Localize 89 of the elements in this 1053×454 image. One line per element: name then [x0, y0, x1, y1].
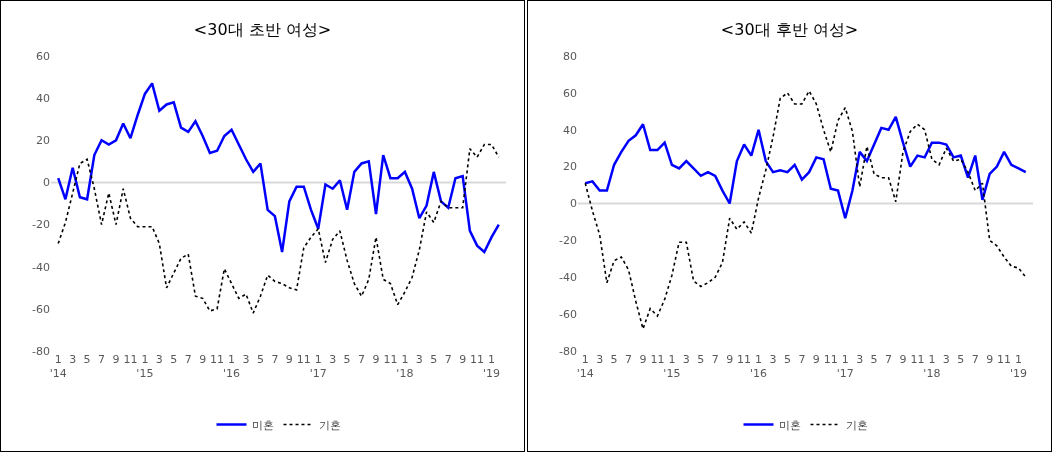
x-tick-label: 11: [737, 353, 752, 366]
x-tick-label: 1 '19: [1010, 353, 1028, 381]
y-tick-label: -60: [559, 307, 577, 321]
chart-title: <30대 후반 여성>: [720, 19, 859, 39]
x-tick-label: 7: [971, 353, 979, 366]
x-tick-label: 11: [470, 353, 485, 366]
x-tick-label: 3: [682, 353, 690, 366]
x-tick-label: 7: [271, 353, 279, 366]
x-tick-label: 11: [296, 353, 311, 366]
x-tick-label: 7: [444, 353, 452, 366]
y-tick-label: -80: [559, 344, 577, 358]
x-tick-label: 7: [798, 353, 806, 366]
x-tick-label: 9: [812, 353, 820, 366]
y-tick-label: -40: [32, 260, 50, 274]
x-tick-label: 5: [83, 353, 91, 366]
x-tick-label: 1 '16: [223, 353, 241, 381]
x-tick-label: 5: [783, 353, 791, 366]
y-tick-label: 80: [563, 49, 577, 63]
x-tick-label: 1 '19: [483, 353, 501, 381]
x-tick-label: 5: [957, 353, 965, 366]
x-tick-label: 9: [372, 353, 380, 366]
x-tick-label: 1 '17: [309, 353, 327, 381]
x-tick-label: 1 '17: [836, 353, 854, 381]
x-tick-label: 7: [358, 353, 366, 366]
x-tick-label: 9: [986, 353, 994, 366]
x-tick-label: 11: [123, 353, 138, 366]
y-tick-label: -40: [559, 271, 577, 285]
x-tick-label: 3: [155, 353, 163, 366]
x-tick-label: 3: [856, 353, 864, 366]
x-tick-label: 5: [170, 353, 178, 366]
x-tick-label: 1 '18: [396, 353, 414, 381]
x-tick-label: 1 '14: [576, 353, 594, 381]
x-tick-label: 9: [112, 353, 120, 366]
x-tick-label: 3: [415, 353, 423, 366]
y-tick-label: -80: [32, 344, 50, 358]
legend-label: 기혼: [318, 418, 341, 432]
x-tick-label: 9: [199, 353, 207, 366]
x-tick-label: 11: [383, 353, 398, 366]
chart-title: <30대 초반 여성>: [193, 19, 332, 39]
legend-label: 미혼: [778, 418, 801, 432]
x-tick-label: 11: [997, 353, 1012, 366]
line-series: [57, 143, 500, 314]
x-tick-label: 3: [942, 353, 950, 366]
x-tick-label: 11: [650, 353, 665, 366]
x-tick-label: 1 '16: [750, 353, 768, 381]
y-tick-label: 20: [36, 134, 50, 148]
x-tick-label: 7: [885, 353, 893, 366]
y-tick-label: 0: [570, 197, 577, 211]
x-tick-label: 1 '18: [923, 353, 941, 381]
x-tick-label: 3: [596, 353, 604, 366]
x-tick-label: 7: [184, 353, 192, 366]
x-tick-label: 5: [697, 353, 705, 366]
x-tick-label: 7: [625, 353, 633, 366]
x-tick-label: 9: [639, 353, 647, 366]
line-series: [583, 115, 1028, 220]
y-tick-label: 60: [36, 49, 50, 63]
y-tick-label: -20: [559, 234, 577, 248]
x-tick-label: 5: [870, 353, 878, 366]
x-tick-label: 3: [242, 353, 250, 366]
x-tick-label: 9: [459, 353, 467, 366]
x-tick-label: 3: [329, 353, 337, 366]
x-tick-label: 1 '14: [49, 353, 67, 381]
x-tick-label: 5: [256, 353, 264, 366]
x-tick-label: 3: [69, 353, 77, 366]
y-tick-label: 40: [563, 123, 577, 137]
x-tick-label: 11: [823, 353, 838, 366]
y-tick-label: 0: [43, 176, 50, 190]
x-tick-label: 9: [726, 353, 734, 366]
x-tick-label: 5: [343, 353, 351, 366]
x-tick-label: 11: [210, 353, 225, 366]
legend-label: 기혼: [845, 418, 868, 432]
x-tick-label: 9: [285, 353, 293, 366]
y-tick-label: -20: [32, 218, 50, 232]
x-tick-label: 3: [769, 353, 777, 366]
x-tick-label: 5: [610, 353, 618, 366]
y-tick-label: 40: [36, 91, 50, 105]
y-tick-label: 60: [563, 86, 577, 100]
x-tick-label: 5: [430, 353, 438, 366]
x-tick-label: 7: [711, 353, 719, 366]
x-tick-label: 7: [98, 353, 106, 366]
line-series: [584, 90, 1027, 330]
x-tick-label: 11: [910, 353, 925, 366]
y-tick-label: 20: [563, 160, 577, 174]
x-tick-label: 1 '15: [136, 353, 154, 381]
x-tick-label: 1 '15: [663, 353, 681, 381]
line-series: [56, 82, 501, 254]
x-tick-label: 9: [899, 353, 907, 366]
y-tick-label: -60: [32, 302, 50, 316]
legend-label: 미혼: [251, 418, 274, 432]
